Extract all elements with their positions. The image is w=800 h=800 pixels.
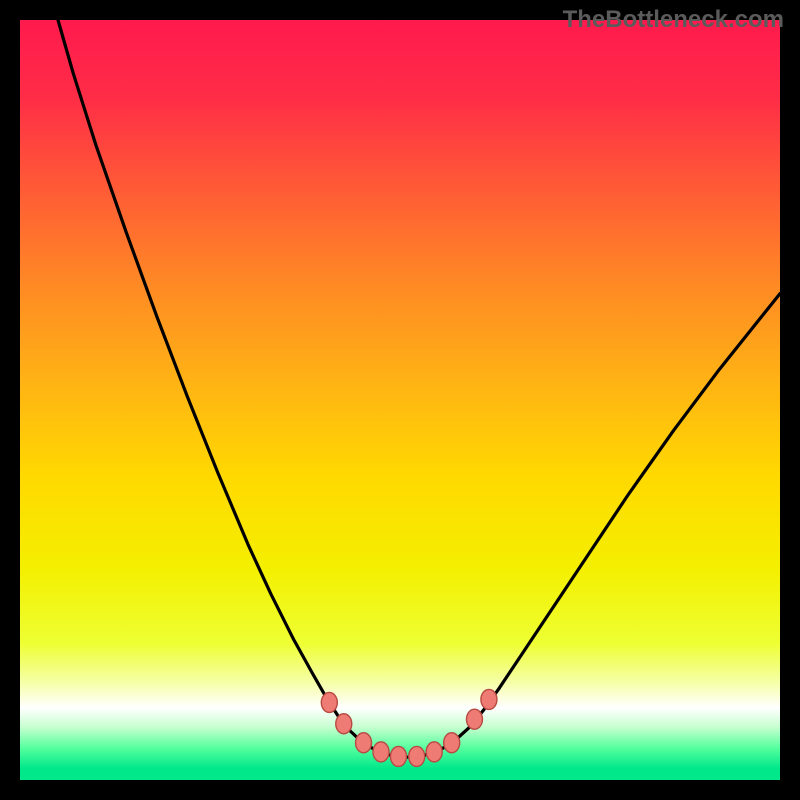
chart-svg [0, 0, 800, 800]
data-marker [336, 714, 352, 734]
data-marker [426, 742, 442, 762]
data-marker [373, 742, 389, 762]
data-marker [466, 709, 482, 729]
data-marker [409, 746, 425, 766]
data-marker [356, 733, 372, 753]
data-marker [321, 692, 337, 712]
gradient-background [20, 20, 780, 780]
data-marker [390, 746, 406, 766]
data-marker [444, 733, 460, 753]
data-marker [481, 689, 497, 709]
watermark-text: TheBottleneck.com [563, 6, 784, 34]
chart-frame: TheBottleneck.com [0, 0, 800, 800]
